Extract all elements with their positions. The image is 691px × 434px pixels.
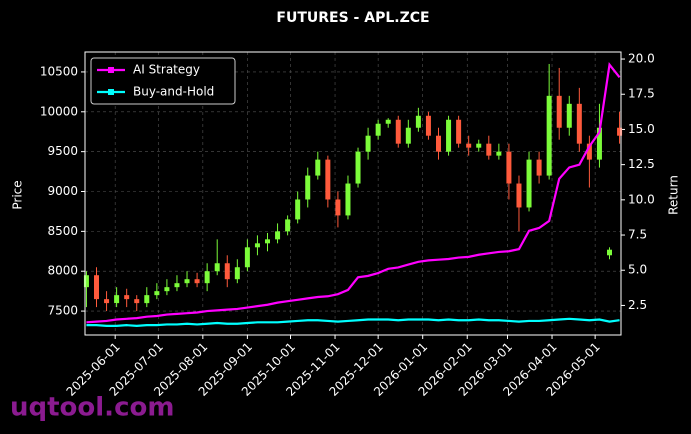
candle-body (104, 299, 110, 304)
candle-body (264, 239, 270, 244)
candle-body (526, 159, 532, 208)
candle-body (425, 115, 431, 136)
y2-tick-label: 2.5 (628, 298, 647, 312)
candle-body (456, 119, 462, 144)
legend-marker (108, 67, 114, 73)
legend-label: Buy-and-Hold (133, 85, 214, 99)
y2-tick-label: 10.0 (628, 192, 655, 206)
candle-body (194, 279, 200, 284)
y2-tick-label: 5.0 (628, 263, 647, 277)
candle-body (496, 151, 502, 156)
y-axis-label: Price (11, 180, 25, 209)
candle-body (285, 219, 291, 232)
candle-body (345, 183, 351, 216)
candle-body (154, 291, 160, 296)
chart-title: FUTURES - APL.ZCE (276, 10, 429, 26)
candle-body (556, 95, 562, 128)
candle-body (466, 143, 472, 148)
candle-body (174, 283, 180, 288)
candle-body (305, 175, 311, 200)
candle-body (516, 183, 522, 208)
y-tick-label: 8500 (47, 224, 78, 238)
candle-body (436, 135, 442, 152)
candle-body (576, 103, 582, 144)
candle-body (375, 123, 381, 136)
candle-body (355, 151, 361, 184)
candle-body (204, 271, 210, 284)
plot-frame (84, 51, 622, 336)
candle-body (124, 295, 130, 300)
candle-body (144, 295, 150, 304)
legend-box (90, 57, 236, 105)
y2-axis-label: Return (667, 175, 681, 215)
y-tick-label: 8000 (47, 264, 78, 278)
legend-label: AI Strategy (133, 63, 200, 77)
y2-tick-label: 7.5 (628, 228, 647, 242)
y-tick-label: 9500 (47, 144, 78, 158)
watermark: uqtool.com (10, 393, 174, 423)
y2-tick-label: 12.5 (628, 157, 655, 171)
candle-body (315, 159, 321, 176)
candle-body (365, 135, 371, 152)
y-tick-label: 10000 (40, 104, 78, 118)
candle-body (224, 263, 230, 280)
candle-body (184, 279, 190, 284)
candle-body (93, 275, 99, 300)
candle-body (546, 95, 552, 176)
candle-body (335, 199, 341, 216)
candle-body (476, 143, 482, 148)
candle-body (506, 151, 512, 184)
candle-body (405, 127, 411, 144)
y-tick-label: 10500 (40, 64, 78, 78)
y2-tick-label: 15.0 (628, 122, 655, 136)
candle-body (234, 267, 240, 280)
candle-body (325, 159, 331, 200)
candle-body (586, 143, 592, 160)
y-tick-label: 9000 (47, 184, 78, 198)
legend-marker (108, 89, 114, 95)
candle-body (275, 231, 281, 240)
candle-body (596, 127, 602, 160)
candle-body (214, 263, 220, 272)
y2-tick-label: 17.5 (628, 87, 655, 101)
candle-body (83, 275, 89, 288)
candle-body (617, 127, 623, 136)
candle-body (566, 103, 572, 128)
candle-body (254, 243, 260, 248)
candle-body (114, 295, 120, 304)
candle-body (607, 249, 613, 256)
candle-body (446, 119, 452, 152)
y2-tick-label: 20.0 (628, 52, 655, 66)
candle-body (244, 247, 250, 268)
candle-body (395, 119, 401, 144)
candle-body (134, 299, 140, 304)
candle-body (164, 287, 170, 292)
candle-body (486, 143, 492, 156)
series-line (86, 62, 621, 324)
candle-body (536, 159, 542, 176)
y-tick-label: 7500 (47, 304, 78, 318)
candle-body (385, 119, 391, 124)
candle-body (415, 115, 421, 128)
series-line (86, 317, 620, 327)
candle-body (295, 199, 301, 220)
